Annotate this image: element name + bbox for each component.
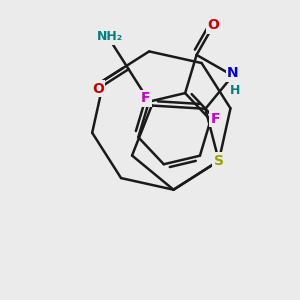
Text: H: H [230, 84, 240, 97]
Text: O: O [208, 18, 219, 32]
Text: S: S [214, 154, 224, 168]
Text: NH₂: NH₂ [97, 30, 123, 43]
Text: N: N [227, 66, 239, 80]
Text: F: F [141, 91, 151, 105]
Text: O: O [92, 82, 104, 96]
Text: F: F [210, 112, 220, 126]
